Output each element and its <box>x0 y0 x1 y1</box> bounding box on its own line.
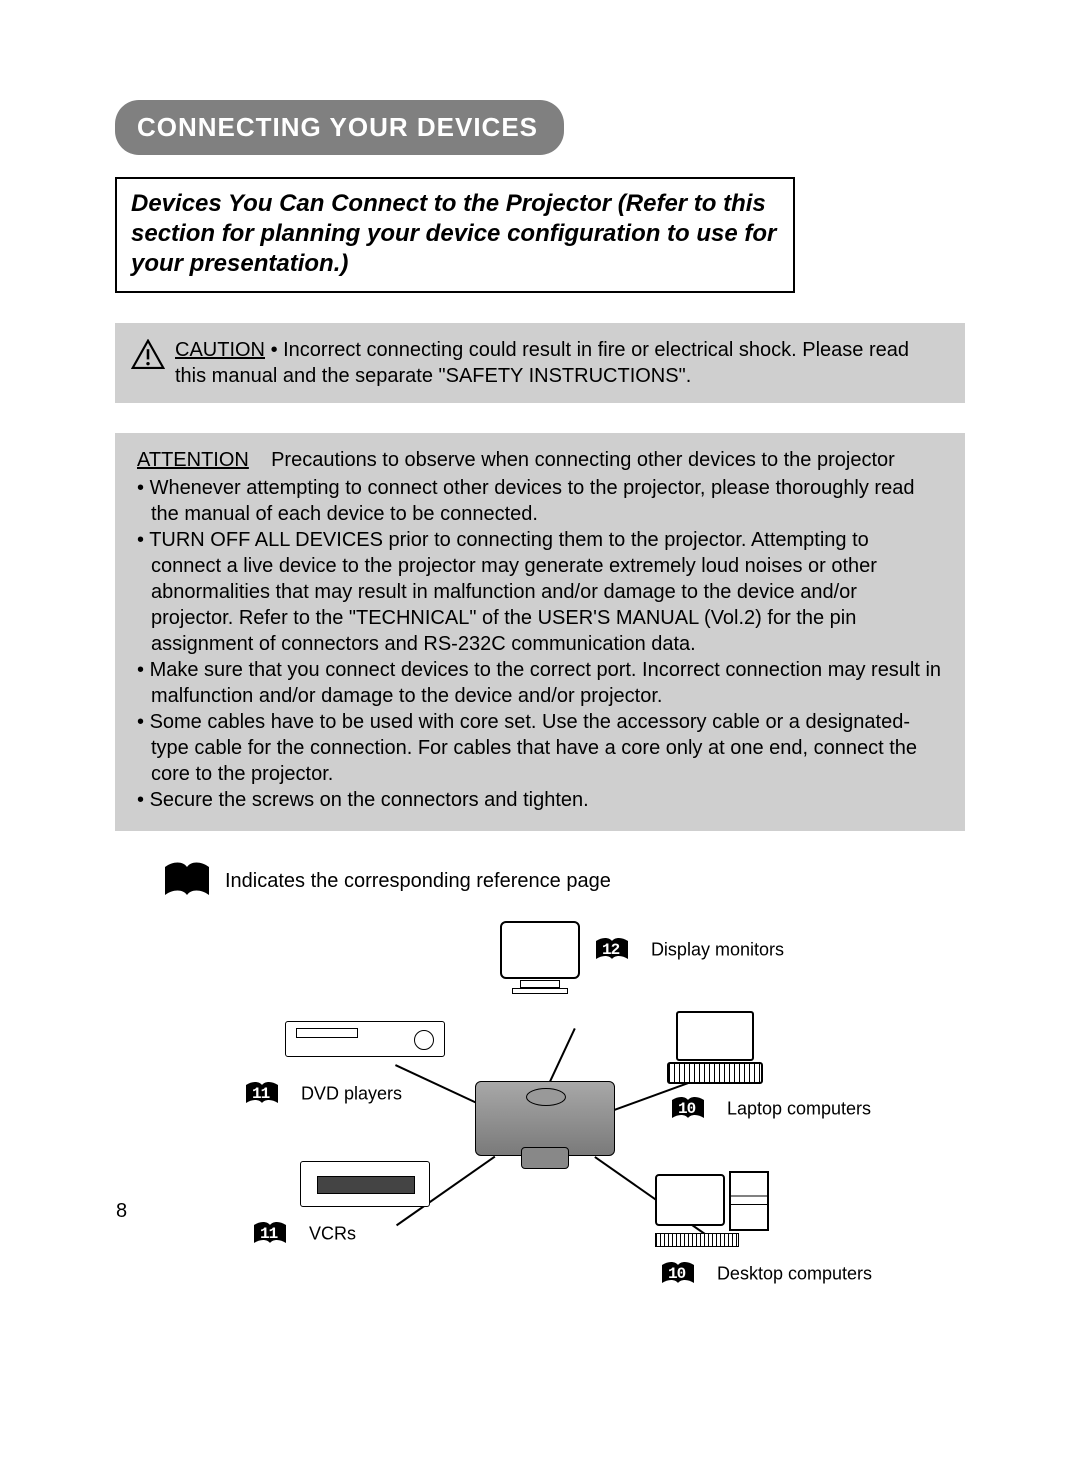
attention-box: ATTENTION Precautions to observe when co… <box>115 433 965 831</box>
page-ref-number: 12 <box>602 941 619 959</box>
attention-item: Secure the screws on the connectors and … <box>137 787 943 813</box>
device-dvd-player <box>285 1021 445 1057</box>
page-ref-number: 11 <box>260 1225 277 1243</box>
device-vcr-label: 11 VCRs <box>253 1221 356 1247</box>
caution-label: CAUTION <box>175 339 265 361</box>
caution-box: CAUTION • Incorrect connecting could res… <box>115 323 965 403</box>
page-ref-number: 10 <box>668 1265 685 1283</box>
device-label: VCRs <box>309 1224 356 1244</box>
monitor-illustration <box>495 921 585 994</box>
attention-item: Whenever attempting to connect other dev… <box>137 475 943 527</box>
legend-text: Indicates the corresponding reference pa… <box>225 869 611 894</box>
page-ref-icon: 10 <box>661 1261 712 1287</box>
legend: Indicates the corresponding reference pa… <box>163 861 965 901</box>
page-ref-icon: 11 <box>245 1081 296 1107</box>
vcr-illustration <box>300 1161 430 1207</box>
page-ref-icon: 11 <box>253 1221 304 1247</box>
device-laptop-label: 10 Laptop computers <box>671 1096 871 1122</box>
device-desktop <box>655 1171 815 1247</box>
page-number: 8 <box>116 1200 127 1223</box>
laptop-illustration <box>665 1011 765 1084</box>
page-ref-number: 10 <box>678 1100 695 1118</box>
section-title: CONNECTING YOUR DEVICES <box>115 100 564 155</box>
device-label: Laptop computers <box>727 1099 871 1119</box>
manual-page: CONNECTING YOUR DEVICES Devices You Can … <box>115 100 965 1341</box>
dvd-illustration <box>285 1021 445 1057</box>
device-vcr <box>300 1161 430 1207</box>
page-ref-number: 11 <box>252 1085 269 1103</box>
connection-diagram: 12 Display monitors 11 DVD players 10 <box>195 921 915 1341</box>
attention-item: Some cables have to be used with core se… <box>137 709 943 787</box>
subtitle-box: Devices You Can Connect to the Projector… <box>115 177 795 293</box>
desktop-illustration <box>655 1171 815 1247</box>
device-display-monitor <box>495 921 585 994</box>
attention-heading: Precautions to observe when connecting o… <box>271 449 895 471</box>
device-desktop-label: 10 Desktop computers <box>661 1261 872 1287</box>
warning-icon <box>131 339 165 370</box>
device-label: Display monitors <box>651 940 784 960</box>
device-laptop <box>665 1011 765 1084</box>
subtitle-text: Devices You Can Connect to the Projector… <box>131 189 779 279</box>
device-label: Desktop computers <box>717 1264 872 1284</box>
caution-content: CAUTION • Incorrect connecting could res… <box>175 337 941 389</box>
caution-text: • Incorrect connecting could result in f… <box>175 339 909 387</box>
book-icon <box>163 861 211 901</box>
device-display-monitor-label: 12 Display monitors <box>595 937 784 963</box>
legend-text-content: Indicates the corresponding reference pa… <box>225 870 611 892</box>
page-ref-icon: 10 <box>671 1096 722 1122</box>
attention-label: ATTENTION <box>137 449 249 471</box>
attention-item: Make sure that you connect devices to th… <box>137 657 943 709</box>
device-label: DVD players <box>301 1084 402 1104</box>
projector-illustration <box>475 1081 615 1171</box>
device-dvd-label: 11 DVD players <box>245 1081 402 1107</box>
attention-list: Whenever attempting to connect other dev… <box>137 475 943 813</box>
attention-item: TURN OFF ALL DEVICES prior to connecting… <box>137 527 943 657</box>
page-ref-icon: 12 <box>595 937 646 963</box>
